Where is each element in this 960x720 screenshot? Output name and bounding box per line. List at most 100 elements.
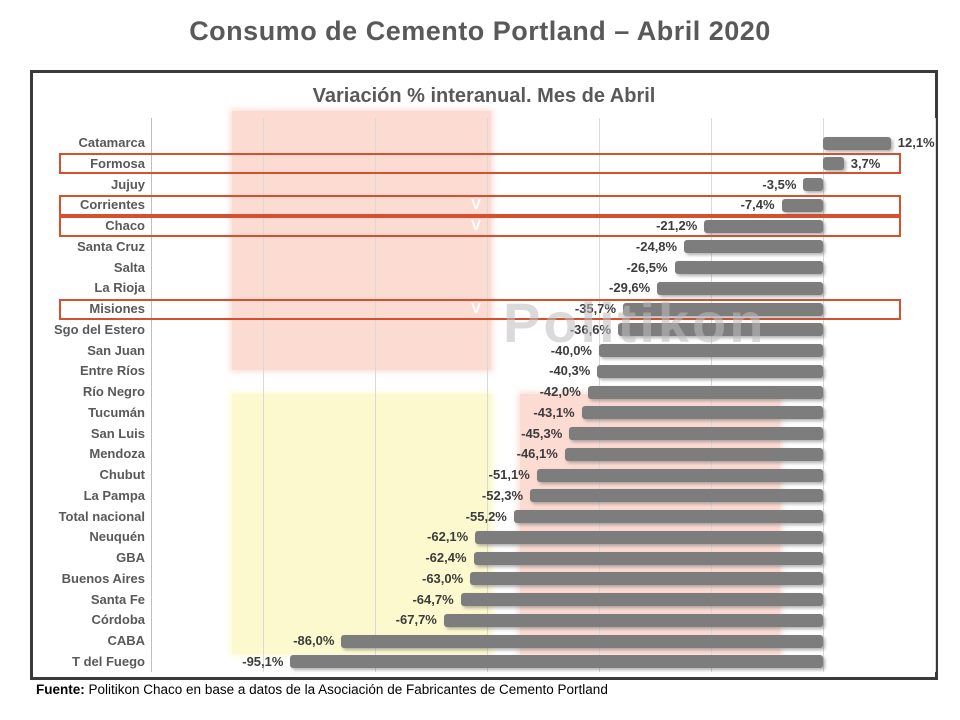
value-label: -3,5%	[762, 176, 797, 192]
bar	[823, 157, 844, 171]
bar	[618, 323, 823, 337]
bar	[513, 510, 823, 523]
category-label: La Pampa	[83, 487, 145, 503]
bar	[623, 302, 823, 316]
category-label: Entre Ríos	[79, 363, 145, 379]
category-label: Chubut	[99, 467, 145, 482]
category-label: Chaco	[105, 218, 145, 233]
category-label: Salta	[113, 259, 145, 275]
value-label: -67,7%	[395, 612, 437, 628]
category-label: San Juan	[87, 342, 145, 358]
gridline	[935, 118, 936, 672]
bar	[599, 344, 823, 357]
bar	[530, 489, 823, 503]
value-label: -7,4%	[740, 197, 775, 213]
value-label: -40,0%	[550, 342, 592, 358]
highlight-region-yellow	[232, 394, 491, 654]
bar	[781, 198, 823, 212]
gridline	[263, 118, 264, 672]
category-label: Formosa	[90, 155, 145, 171]
bar	[460, 593, 823, 606]
bar	[674, 261, 823, 274]
value-label: -35,7%	[574, 301, 617, 316]
value-label: -43,1%	[533, 404, 575, 420]
bar	[290, 655, 823, 669]
bar	[657, 281, 823, 295]
value-label: -21,2%	[656, 218, 698, 233]
bar	[597, 364, 823, 378]
highlight-row-box	[59, 194, 901, 216]
check-mark: V	[470, 217, 481, 234]
highlight-region-pink-top	[232, 111, 491, 370]
gridline	[375, 118, 376, 672]
category-label: Mendoza	[89, 446, 145, 462]
category-label: Tucumán	[88, 404, 145, 420]
value-label: -62,1%	[427, 529, 469, 545]
bar	[475, 530, 823, 544]
bar	[587, 385, 823, 399]
value-label: 3,7%	[850, 155, 881, 171]
highlight-row-box	[59, 215, 901, 237]
category-label: Santa Fe	[90, 591, 145, 607]
chart-title: Variación % interanual. Mes de Abril	[312, 85, 656, 107]
value-label: -29,6%	[609, 280, 651, 296]
page-title: Consumo de Cemento Portland – Abril 2020	[189, 16, 771, 46]
value-label: -55,2%	[465, 508, 507, 524]
value-label: -64,7%	[412, 591, 454, 607]
category-label: Corrientes	[79, 197, 145, 213]
bar	[569, 427, 823, 440]
category-axis-line	[151, 118, 152, 672]
source-text: Politikon Chaco en base a datos de la As…	[84, 682, 608, 697]
bar	[564, 447, 823, 461]
bar	[704, 219, 823, 233]
gridline	[487, 118, 488, 672]
bar	[684, 240, 823, 254]
bar	[443, 613, 823, 627]
category-label: GBA	[116, 550, 145, 565]
value-label: -51,1%	[488, 467, 530, 482]
value-label: -45,3%	[521, 425, 563, 441]
highlight-row-box	[59, 153, 901, 175]
category-label: Buenos Aires	[61, 570, 145, 586]
highlight-row-box	[59, 298, 901, 320]
category-label: Río Negro	[82, 384, 145, 399]
value-label: -63,0%	[421, 570, 464, 586]
value-label: 12,1%	[897, 135, 935, 150]
value-label: -42,0%	[539, 384, 581, 399]
bar	[803, 178, 823, 191]
bar	[470, 572, 823, 586]
check-mark: V	[470, 300, 481, 317]
category-label: Neuquén	[89, 529, 145, 545]
value-label: -26,5%	[626, 259, 668, 275]
category-label: San Luis	[90, 425, 145, 441]
bar	[536, 468, 823, 482]
value-label: -24,8%	[635, 238, 678, 254]
source-label: Fuente:	[36, 682, 85, 697]
category-label: Total nacional	[58, 508, 145, 524]
category-label: Sgo del Estero	[53, 321, 145, 337]
bar	[473, 551, 823, 565]
category-label: CABA	[107, 633, 145, 648]
bar	[823, 136, 891, 150]
category-label: Misiones	[89, 301, 145, 316]
value-label: -95,1%	[242, 653, 284, 669]
check-mark: V	[470, 196, 481, 214]
value-label: -86,0%	[293, 633, 335, 648]
value-label: -52,3%	[481, 487, 524, 503]
value-label: -46,1%	[516, 446, 558, 462]
category-label: La Rioja	[94, 280, 145, 296]
value-label: -62,4%	[425, 550, 467, 565]
source-note: Fuente: Politikon Chaco en base a datos …	[36, 682, 608, 697]
value-label: -40,3%	[549, 363, 591, 379]
category-label: Santa Cruz	[77, 238, 145, 254]
gridline	[823, 118, 824, 672]
bar	[581, 406, 823, 420]
category-label: Córdoba	[91, 612, 145, 628]
category-label: T del Fuego	[72, 653, 145, 669]
category-label: Catamarca	[78, 135, 146, 150]
value-label: -36,6%	[569, 321, 612, 337]
category-label: Jujuy	[111, 176, 145, 192]
chart-frame: Variación % interanual. Mes de Abril Cat…	[30, 70, 938, 680]
bar	[341, 634, 823, 648]
